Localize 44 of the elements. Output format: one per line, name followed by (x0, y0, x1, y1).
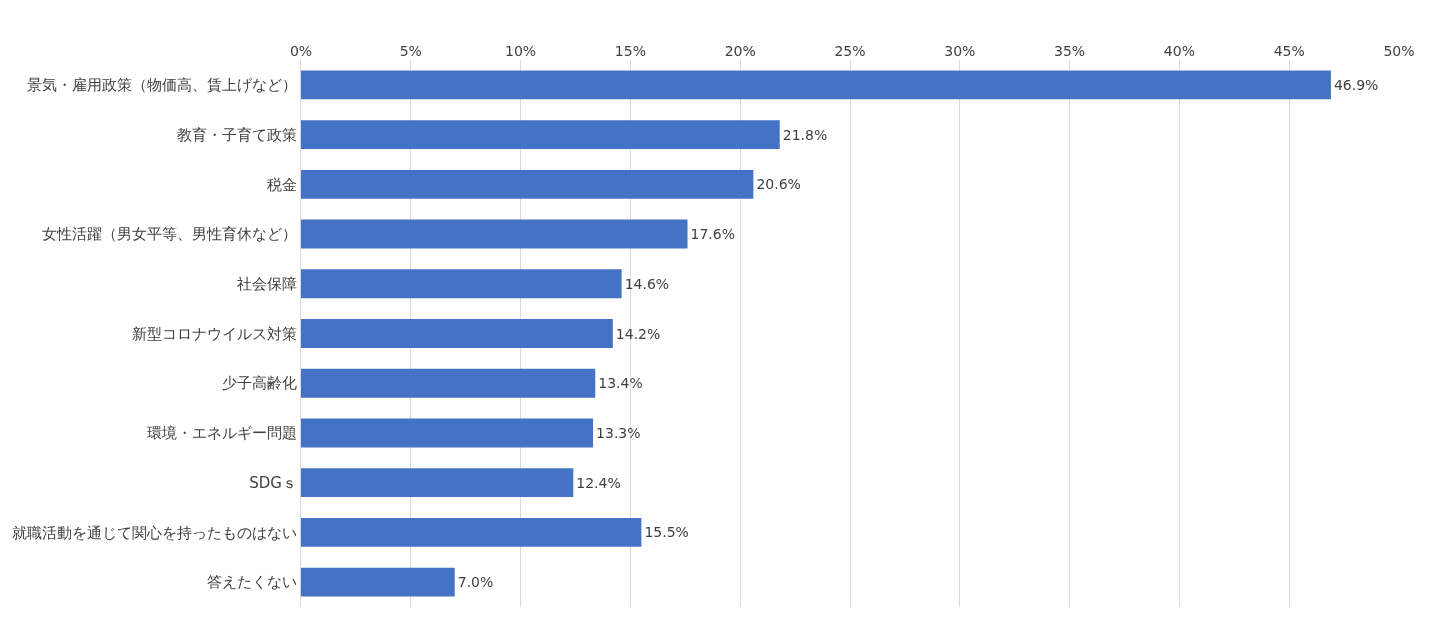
x-tick-label: 0% (289, 43, 313, 60)
y-tick-label: SDGｓ (249, 473, 297, 492)
bar (301, 368, 596, 398)
y-tick-label: 景気・雇用政策（物価高、賃上げなど） (27, 76, 297, 95)
x-tick-label: 5% (399, 43, 422, 60)
data-label: 7.0% (457, 574, 494, 591)
data-label: 15.5% (644, 524, 689, 541)
y-tick-label: 少子高齢化 (222, 374, 297, 393)
y-tick-label: 就職活動を通じて関心を持ったものはない (12, 523, 297, 542)
bar (301, 468, 574, 498)
data-label: 13.3% (596, 424, 641, 441)
bar (301, 418, 594, 448)
y-tick-label: 環境・エネルギー問題 (147, 424, 297, 443)
bar (301, 319, 613, 348)
y-tick-label: 新型コロナウイルス対策 (132, 324, 297, 343)
y-tick-label: 税金 (267, 175, 297, 194)
y-tick-label: 社会保障 (237, 275, 297, 294)
x-tick-label: 40% (1163, 43, 1195, 60)
x-tick-label: 10% (505, 43, 537, 60)
x-tick-label: 50% (1383, 43, 1415, 60)
data-label: 17.6% (690, 226, 735, 243)
x-tick-label: 30% (944, 43, 976, 60)
x-tick-label: 35% (1054, 43, 1086, 60)
bar (301, 517, 642, 547)
data-label: 13.4% (598, 375, 643, 392)
data-label: 21.8% (782, 126, 828, 143)
y-tick-label: 答えたくない (207, 573, 297, 592)
bar (301, 169, 754, 199)
x-tick-label: 20% (724, 43, 756, 60)
data-label: 46.9% (1333, 76, 1379, 93)
data-label: 12.4% (576, 474, 621, 491)
bar (301, 219, 688, 249)
data-label: 20.6% (756, 176, 801, 193)
y-tick-label: 教育・子育て政策 (177, 125, 297, 144)
bar (301, 269, 622, 299)
x-tick-label: 25% (834, 43, 866, 60)
bar (301, 120, 780, 150)
bar (301, 567, 455, 597)
y-tick-label: 女性活躍（男女平等、男性育休など） (42, 225, 297, 244)
bar (301, 70, 1331, 100)
x-tick-label: 45% (1273, 43, 1305, 60)
data-label: 14.2% (615, 325, 661, 342)
x-tick-label: 15% (614, 43, 646, 60)
data-label: 14.6% (624, 275, 670, 292)
